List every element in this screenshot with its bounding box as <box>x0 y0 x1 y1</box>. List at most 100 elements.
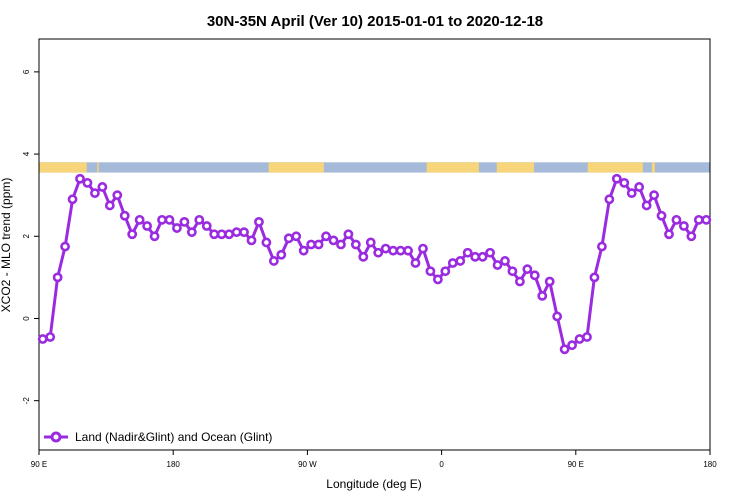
data-point <box>358 251 369 262</box>
land-segment <box>39 162 87 173</box>
data-point <box>142 221 153 231</box>
y-tick-label: 0 <box>22 316 31 321</box>
data-point <box>201 221 212 231</box>
data-point <box>410 258 421 268</box>
x-tick-label: 90 E <box>568 460 584 469</box>
legend-marker-swatch <box>50 431 62 443</box>
data-point <box>440 266 451 277</box>
y-tick-label: -2 <box>22 397 31 405</box>
data-point <box>45 332 56 342</box>
data-point <box>179 216 190 227</box>
data-point <box>514 276 525 287</box>
y-tick-label: 2 <box>22 234 31 239</box>
data-point <box>313 239 324 250</box>
data-point <box>328 235 339 246</box>
data-point <box>425 266 436 277</box>
y-tick-label: 6 <box>22 69 31 74</box>
data-point <box>134 214 145 225</box>
series-line <box>42 177 707 351</box>
data-point <box>395 245 406 256</box>
data-point <box>37 334 48 344</box>
data-point <box>112 190 123 201</box>
data-point <box>693 214 704 225</box>
data-point <box>127 229 138 240</box>
plot-frame <box>38 38 711 451</box>
land-segment <box>97 162 99 173</box>
data-point <box>559 344 570 355</box>
data-point <box>418 243 428 254</box>
surface-band <box>39 162 710 173</box>
x-tick-label: 90 W <box>298 460 317 469</box>
data-point <box>470 251 481 262</box>
legend: Land (Nadir&Glint) and Ocean (Glint) <box>44 430 272 444</box>
data-point <box>67 194 78 205</box>
land-segment <box>426 162 476 173</box>
data-point <box>291 231 302 242</box>
legend-label: Land (Nadir&Glint) and Ocean (Glint) <box>75 430 272 444</box>
data-point <box>157 214 167 225</box>
data-point <box>582 332 592 342</box>
data-point <box>373 247 384 258</box>
data-point <box>432 274 443 285</box>
data-point <box>544 276 555 287</box>
data-point <box>209 229 220 240</box>
data-point <box>276 249 287 260</box>
data-point <box>60 241 70 252</box>
data-point <box>388 245 399 256</box>
data-point <box>224 229 235 240</box>
data-point <box>701 214 712 225</box>
data-point <box>529 270 540 281</box>
data-point <box>336 239 346 250</box>
data-point <box>239 227 249 238</box>
data-point <box>298 245 309 256</box>
data-point <box>477 251 488 262</box>
data-point <box>365 237 376 248</box>
data-point <box>380 243 391 254</box>
data-point <box>261 237 272 248</box>
data-point <box>350 239 361 250</box>
data-point <box>231 227 242 238</box>
data-point <box>522 264 533 275</box>
data-point <box>671 214 682 225</box>
data-point <box>619 177 630 188</box>
data-point <box>216 229 227 240</box>
data-point <box>664 229 674 240</box>
data-point <box>589 272 600 283</box>
data-point <box>634 182 645 192</box>
data-point <box>172 223 182 233</box>
data-point <box>574 334 585 344</box>
data-point <box>462 247 473 258</box>
data-point <box>507 266 518 277</box>
data-point <box>611 173 622 184</box>
data-point <box>268 256 279 266</box>
data-point <box>119 210 130 221</box>
series-layer <box>37 173 712 355</box>
data-point <box>254 216 264 227</box>
data-point <box>492 260 503 270</box>
x-tick-label: 180 <box>703 460 717 469</box>
land-segment <box>268 162 324 173</box>
data-point <box>82 177 93 188</box>
x-axis-label: Longitude (deg E) <box>326 477 421 491</box>
data-point <box>626 188 637 199</box>
data-point <box>604 194 615 205</box>
x-tick-label: 90 E <box>31 460 47 469</box>
x-tick-label: 180 <box>167 460 181 469</box>
y-tick-label: 4 <box>22 151 31 156</box>
data-point <box>447 258 458 268</box>
data-point <box>306 239 317 250</box>
data-point <box>343 229 354 240</box>
data-point <box>500 256 510 266</box>
data-point <box>321 231 331 242</box>
data-point <box>283 233 294 244</box>
ocean-band <box>39 162 710 173</box>
data-point <box>656 210 667 221</box>
land-segment <box>472 162 479 173</box>
data-point <box>537 290 548 301</box>
data-point <box>52 272 63 283</box>
data-point <box>679 221 689 231</box>
data-point <box>149 231 160 242</box>
data-point <box>246 235 257 246</box>
data-point <box>552 311 563 322</box>
